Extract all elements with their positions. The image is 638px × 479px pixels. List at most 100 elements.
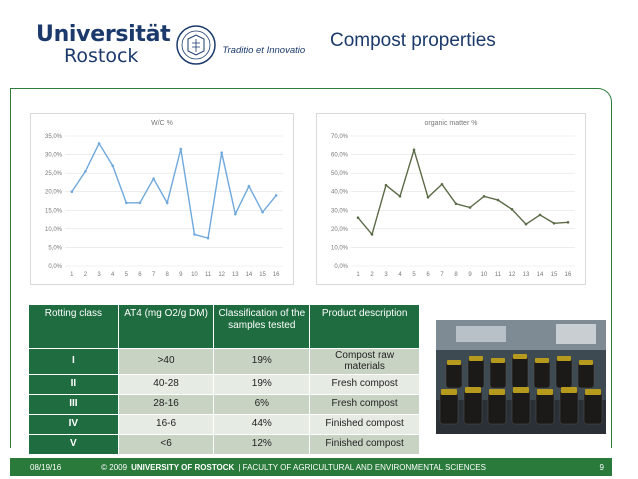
university-seal-icon — [176, 25, 217, 65]
footer-date: 08/19/16 — [30, 462, 62, 472]
footer-faculty: | FACULTY OF AGRICULTURAL AND ENVIRONMEN… — [238, 462, 486, 472]
x-tick-label: 15 — [259, 272, 266, 278]
x-tick-label: 8 — [166, 272, 170, 278]
data-point — [510, 208, 514, 211]
y-tick-label: 0,0% — [334, 264, 348, 270]
data-point — [440, 182, 444, 186]
data-point — [538, 213, 542, 217]
header-product-description: Product description — [309, 304, 420, 349]
cell-desc: Finished compost — [309, 414, 420, 435]
data-point — [234, 212, 237, 216]
data-point — [179, 147, 183, 151]
y-tick-label: 25,0% — [45, 171, 63, 177]
data-point — [274, 194, 278, 197]
x-tick-label: 7 — [152, 272, 156, 278]
cell-at4: >40 — [117, 348, 215, 375]
logo-university-name: Universität — [36, 22, 171, 47]
x-tick-label: 1 — [70, 272, 74, 278]
cell-pct: 6% — [213, 394, 311, 415]
footer-copyright: © 2009 — [101, 462, 128, 472]
table-row: II 40-28 19% Fresh compost — [28, 374, 420, 395]
data-point — [165, 201, 169, 205]
cell-at4: 28-16 — [117, 394, 215, 415]
cell-at4: <6 — [117, 434, 215, 455]
data-point — [111, 164, 114, 168]
x-tick-label: 8 — [454, 272, 458, 278]
cell-class: II — [28, 374, 119, 395]
data-point — [152, 177, 155, 181]
logo-motto: Traditio et Innovatio — [222, 44, 306, 56]
x-tick-label: 5 — [412, 272, 416, 278]
x-tick-label: 6 — [138, 272, 142, 278]
cell-desc: Finished compost — [309, 434, 420, 455]
x-tick-label: 11 — [495, 272, 502, 278]
y-tick-label: 35,0% — [45, 134, 63, 140]
data-point — [84, 169, 87, 173]
x-tick-label: 13 — [523, 272, 530, 278]
x-tick-label: 1 — [356, 272, 360, 278]
x-tick-label: 14 — [537, 272, 544, 278]
data-point — [220, 151, 223, 155]
logo-city-name: Rostock — [64, 45, 139, 67]
data-point — [468, 206, 472, 209]
table-row: V <6 12% Finished compost — [28, 434, 420, 455]
table-row: I >40 19% Compost raw materials — [28, 348, 420, 375]
data-point — [125, 201, 128, 205]
organic-matter-chart: organic matter % 0,0% 10,0% 20,0% 30,0% 40,0%… — [316, 113, 586, 285]
x-tick-label: 13 — [232, 272, 239, 278]
y-tick-label: 50,0% — [331, 171, 349, 177]
x-tick-label: 15 — [551, 272, 558, 278]
x-tick-label: 10 — [481, 272, 488, 278]
cell-class: I — [28, 348, 119, 375]
cell-at4: 16-6 — [117, 414, 215, 435]
data-point — [496, 198, 500, 202]
table-header-row: Rotting class AT4 (mg O2/g DM) Classific… — [28, 304, 420, 349]
data-point — [398, 195, 402, 198]
cell-pct: 19% — [213, 348, 311, 375]
content-frame-left — [10, 88, 11, 448]
y-tick-label: 0,0% — [48, 264, 62, 270]
cell-desc: Compost raw materials — [309, 348, 420, 375]
page-number: 9 — [599, 462, 604, 472]
y-tick-label: 10,0% — [331, 245, 349, 251]
x-tick-label: 12 — [509, 272, 516, 278]
cell-desc: Fresh compost — [309, 394, 420, 415]
wc-chart: W/C % 0,0% 5,0% 10,0% 15,0% 20,0% 25,0% 30,0% 35… — [30, 113, 294, 285]
series-line — [357, 147, 569, 236]
content-frame — [10, 88, 612, 448]
cell-pct: 44% — [213, 414, 311, 435]
data-point — [356, 216, 360, 220]
data-point — [70, 190, 74, 194]
y-tick-label: 60,0% — [331, 153, 349, 159]
x-tick-label: 16 — [273, 272, 280, 278]
table-row: IV 16-6 44% Finished compost — [28, 414, 420, 435]
x-tick-label: 4 — [398, 272, 402, 278]
data-point — [524, 222, 528, 226]
data-point — [412, 148, 416, 152]
data-point — [384, 183, 388, 187]
x-tick-label: 7 — [440, 272, 444, 278]
cell-at4: 40-28 — [117, 374, 215, 395]
cell-pct: 12% — [213, 434, 311, 455]
data-point — [426, 195, 430, 199]
x-tick-label: 4 — [111, 272, 115, 278]
data-point — [97, 142, 101, 145]
compost-samples-photo — [436, 320, 606, 434]
x-tick-label: 16 — [565, 272, 572, 278]
chart-title: organic matter % — [425, 120, 478, 127]
y-tick-label: 30,0% — [331, 208, 349, 214]
header-classification: Classification of the samples tested — [213, 304, 311, 349]
y-tick-label: 70,0% — [331, 134, 349, 140]
table-row: III 28-16 6% Fresh compost — [28, 394, 420, 415]
x-tick-label: 11 — [205, 272, 212, 278]
x-tick-label: 3 — [97, 272, 101, 278]
x-tick-label: 3 — [384, 272, 388, 278]
cell-pct: 19% — [213, 374, 311, 395]
data-point — [370, 233, 374, 236]
x-tick-label: 2 — [370, 272, 374, 278]
footer-bar: 08/19/16 © 2009 UNIVERSITY OF ROSTOCK | … — [10, 458, 612, 476]
header-at4: AT4 (mg O2/g DM) — [117, 304, 215, 349]
data-point — [454, 202, 458, 206]
cell-class: III — [28, 394, 119, 415]
x-tick-label: 9 — [468, 272, 472, 278]
